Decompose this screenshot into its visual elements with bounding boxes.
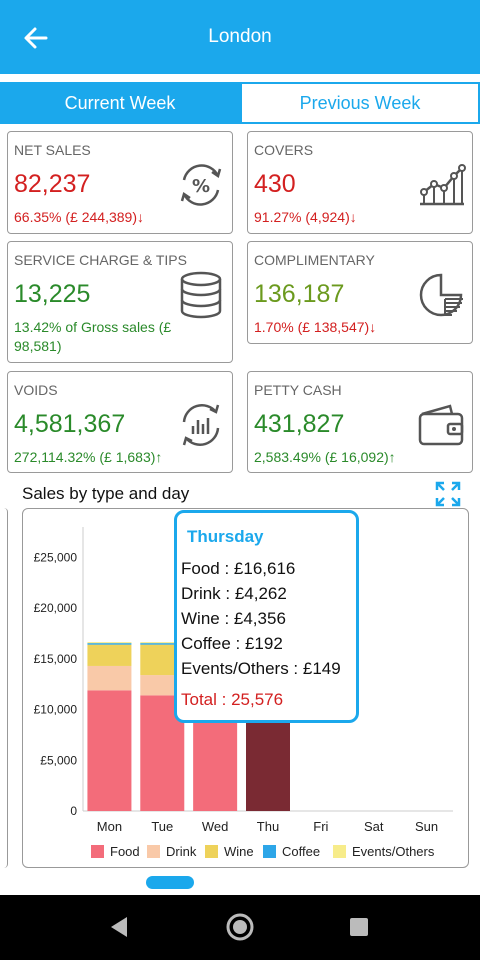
bar-segment-tue-eventsothers (140, 642, 185, 644)
x-tick-label: Wed (202, 819, 229, 834)
card-value: 13,225 (14, 280, 91, 308)
card-subtext: 272,114.32% (£ 1,683)↑ (14, 449, 163, 465)
tooltip-day: Thursday (187, 527, 264, 546)
wallet-icon (418, 404, 464, 446)
card-subtext: 13.42% of Gross sales (£ 98,581) (14, 319, 172, 354)
card-subtext: 66.35% (£ 244,389)↓ (14, 209, 144, 225)
x-tick-label: Mon (97, 819, 122, 834)
tooltip-total: Total : 25,576 (181, 690, 284, 709)
expand-icon[interactable] (434, 480, 462, 508)
legend-swatch-wine (205, 845, 218, 858)
service-charge-card[interactable]: SERVICE CHARGE & TIPS 13,225 13.42% of G… (7, 241, 233, 363)
arrow-left-icon[interactable] (20, 22, 52, 54)
card-value: 4,581,367 (14, 410, 126, 438)
legend-label: Drink (166, 844, 197, 859)
petty-cash-card[interactable]: PETTY CASH 431,827 2,583.49% (£ 16,092)↑ (247, 371, 473, 473)
tooltip-line-coffee: Coffee : £192 (181, 634, 283, 653)
card-title: SERVICE CHARGE & TIPS (14, 252, 187, 268)
page-title: London (208, 26, 272, 47)
bar-segment-mon-food (87, 690, 132, 811)
x-tick-label: Thu (257, 819, 279, 834)
legend-swatch-food (91, 845, 104, 858)
line-chart-icon (420, 164, 466, 206)
x-tick-label: Tue (151, 819, 173, 834)
system-nav-bar (0, 895, 480, 960)
tab-current-week[interactable]: Current Week (0, 82, 240, 124)
voids-card[interactable]: VOIDS 4,581,367 272,114.32% (£ 1,683)↑ (7, 371, 233, 473)
net-sales-card[interactable]: NET SALES 82,237 66.35% (£ 244,389)↓ % (7, 131, 233, 234)
nav-recents-icon[interactable] (341, 909, 377, 945)
nav-back-icon[interactable] (101, 909, 137, 945)
chart-section-title: Sales by type and day (22, 484, 190, 503)
legend-swatch-coffee (263, 845, 276, 858)
bar-segment-mon-drink (87, 665, 132, 691)
card-subtext: 1.70% (£ 138,547)↓ (254, 319, 377, 335)
coin-stack-icon (180, 271, 222, 319)
legend-swatch-drink (147, 845, 160, 858)
tooltip-line-drink: Drink : £4,262 (181, 584, 287, 603)
app-bar: London (0, 0, 480, 74)
percent-cycle-icon: % (180, 164, 222, 206)
page-indicator[interactable] (146, 876, 194, 889)
card-title: COMPLIMENTARY (254, 252, 375, 268)
complimentary-card[interactable]: COMPLIMENTARY 136,187 1.70% (£ 138,547)↓ (247, 241, 473, 344)
pie-chart-icon (419, 273, 463, 317)
x-tick-label: Sat (364, 819, 384, 834)
tooltip-line-wine: Wine : £4,356 (181, 609, 286, 628)
week-tabs: Current Week Previous Week (0, 82, 480, 124)
bar-segment-tue-coffee (140, 643, 185, 645)
card-title: NET SALES (14, 142, 91, 158)
bar-segment-tue-drink (140, 675, 185, 696)
card-title: PETTY CASH (254, 382, 342, 398)
card-value: 431,827 (254, 410, 345, 438)
x-tick-label: Sun (415, 819, 438, 834)
legend-label: Events/Others (352, 844, 435, 859)
bar-segment-mon-wine (87, 644, 132, 666)
card-value: 82,237 (14, 170, 91, 198)
chart-tooltip: Thursday Food : £16,616 Drink : £4,262 W… (174, 510, 359, 723)
bar-segment-mon-eventsothers (87, 642, 132, 644)
svg-text:%: % (192, 176, 210, 197)
card-value: 430 (254, 170, 296, 198)
card-subtext: 2,583.49% (£ 16,092)↑ (254, 449, 396, 465)
y-tick-label: £15,000 (34, 652, 78, 666)
refresh-chart-icon (182, 404, 220, 446)
card-subtext: 91.27% (4,924)↓ (254, 209, 357, 225)
previous-chart-card-edge (0, 508, 8, 868)
y-tick-label: £10,000 (34, 703, 78, 717)
y-tick-label: £20,000 (34, 601, 78, 615)
covers-card[interactable]: COVERS 430 91.27% (4,924)↓ (247, 131, 473, 234)
card-title: VOIDS (14, 382, 58, 398)
y-tick-label: 0 (70, 804, 77, 818)
card-title: COVERS (254, 142, 314, 158)
nav-home-icon[interactable] (222, 909, 258, 945)
bar-segment-mon-coffee (87, 643, 132, 645)
tooltip-line-food: Food : £16,616 (181, 559, 296, 578)
y-tick-label: £25,000 (34, 550, 78, 564)
card-value: 136,187 (254, 280, 345, 308)
x-tick-label: Fri (313, 819, 328, 834)
legend-label: Wine (224, 844, 254, 859)
legend-label: Coffee (282, 844, 320, 859)
legend-label: Food (110, 844, 140, 859)
tab-previous-week[interactable]: Previous Week (240, 82, 480, 124)
legend-swatch-eventsothers (333, 845, 346, 858)
y-tick-label: £5,000 (40, 753, 77, 767)
tooltip-line-events: Events/Others : £149 (181, 659, 341, 678)
